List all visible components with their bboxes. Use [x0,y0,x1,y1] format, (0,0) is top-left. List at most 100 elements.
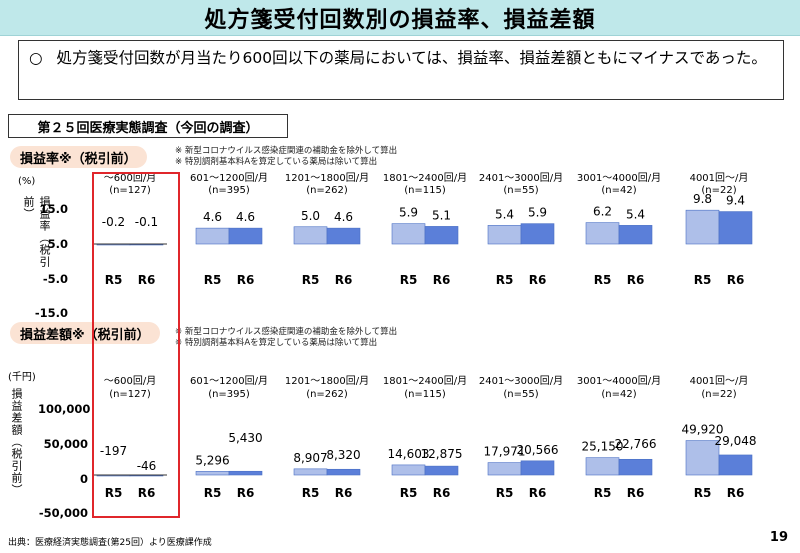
profit-rate-n-label: (n=115) [404,185,446,196]
profit-diff-xtick-label: R6 [433,486,451,500]
profit-diff-data-label: -197 [100,444,127,458]
profit-diff-tick-100000: 100,000 [38,402,91,416]
page-number: 19 [769,530,788,545]
profit-diff-category-label: 601～1200回/月 [190,375,268,387]
profit-rate-bar-r5 [585,222,620,245]
profit-rate-data-label: 4.6 [334,210,353,224]
highlight-frame-600-or-less [92,172,180,518]
profit-diff-data-label: -46 [137,459,157,473]
profit-diff-bar-r6 [520,460,555,476]
profit-diff-category-label: 1201～1800回/月 [285,375,369,387]
profit-diff-n-label: (n=262) [306,389,348,400]
profit-diff-n-label: (n=395) [208,389,250,400]
profit-rate-data-label: 6.2 [593,205,612,219]
profit-diff-data-label: 5,430 [228,431,262,445]
profit-rate-xtick-label: R6 [138,273,156,287]
profit-rate-note-1: ※ 新型コロナウイルス感染症関連の補助金を除外して算出 [175,146,398,156]
profit-rate-axis-title: 損益率（税引前） [22,196,51,268]
profit-rate-xtick-label: R5 [204,273,222,287]
profit-rate-data-label: 9.8 [693,192,712,206]
profit-rate-data-label: 5.4 [495,207,514,221]
profit-rate-data-label: 5.0 [301,209,320,223]
profit-rate-category-label: 2401～3000回/月 [479,172,563,184]
profit-rate-category-label: ～600回/月 [104,172,156,184]
profit-rate-n-label: (n=395) [208,185,250,196]
summary-box: ○ 処方箋受付回数が月当たり600回以下の薬局においては、損益率、損益差額ともにマ… [18,40,784,100]
profit-rate-category-label: 3001～4000回/月 [577,172,661,184]
profit-rate-tick-minus5: -5.0 [42,272,68,286]
profit-diff-xtick-label: R5 [594,486,612,500]
profit-rate-xtick-label: R6 [727,273,745,287]
profit-diff-data-label: 17,971 [484,445,526,459]
profit-diff-bar-r5 [585,457,620,476]
profit-rate-data-label: 5.9 [528,206,547,220]
profit-rate-category-label: 4001回～/月 [690,172,749,184]
profit-diff-category-label: 3001～4000回/月 [577,375,661,387]
profit-rate-tick-minus15: -15.0 [34,306,68,320]
profit-rate-bar-r6 [228,227,263,245]
profit-rate-xtick-label: R5 [105,273,123,287]
profit-diff-xtick-label: R5 [400,486,418,500]
profit-rate-bar-r5 [195,227,230,245]
profit-diff-data-label: 29,048 [715,434,757,448]
page-title: 処方箋受付回数別の損益率、損益差額 [204,7,596,33]
profit-diff-category-label: 4001回～/月 [690,375,749,387]
profit-diff-xtick-label: R5 [105,486,123,500]
profit-rate-bar-r6 [520,223,555,245]
profit-diff-category-label: ～600回/月 [104,375,156,387]
profit-diff-category-label: 1801～2400回/月 [383,375,467,387]
profit-diff-note-2: ※ 特別調剤基本料Aを算定している薬局は除いて算出 [175,338,378,348]
profit-rate-data-label: 5.9 [399,206,418,220]
profit-diff-section-tag: 損益差額※（税引前） [10,322,160,344]
profit-rate-category-label: 601～1200回/月 [190,172,268,184]
profit-diff-bar-r5 [487,462,522,476]
profit-diff-note-1: ※ 新型コロナウイルス感染症関連の補助金を除外して算出 [175,327,398,337]
profit-diff-bar-r6 [618,458,653,476]
profit-diff-bar-r5 [293,468,328,476]
profit-rate-tick-15: 15.0 [39,202,68,216]
profit-rate-data-label: 5.1 [432,208,451,222]
source-footer: 出典：医療経済実態調査(第25回）より医療課作成 [8,538,212,548]
profit-diff-xtick-label: R5 [694,486,712,500]
profit-diff-n-label: (n=55) [503,389,538,400]
profit-rate-xtick-label: R5 [694,273,712,287]
profit-diff-n-label: (n=42) [601,389,636,400]
profit-diff-xtick-label: R5 [204,486,222,500]
profit-rate-xtick-label: R5 [496,273,514,287]
profit-diff-data-label: 49,920 [682,423,724,437]
profit-rate-category-label: 1801～2400回/月 [383,172,467,184]
profit-diff-xtick-label: R6 [237,486,255,500]
profit-rate-n-label: (n=55) [503,185,538,196]
profit-diff-xtick-label: R5 [302,486,320,500]
profit-diff-data-label: 8,907 [293,451,327,465]
profit-diff-bar-r5 [195,471,230,476]
profit-diff-bar-r5 [391,464,426,476]
profit-diff-bar-r6 [718,454,753,476]
profit-diff-tick-minus50000: -50,000 [38,506,88,520]
profit-diff-bar-r6 [424,465,459,476]
profit-rate-xtick-label: R5 [594,273,612,287]
profit-rate-data-label: 4.6 [203,210,222,224]
profit-diff-xtick-label: R6 [727,486,745,500]
profit-rate-data-label: 9.4 [726,194,745,208]
profit-diff-xtick-label: R6 [627,486,645,500]
profit-rate-bar-r5 [685,209,720,245]
profit-diff-n-label: (n=115) [404,389,446,400]
summary-text: 処方箋受付回数が月当たり600回以下の薬局においては、損益率、損益差額ともにマイ… [56,49,767,67]
profit-rate-xtick-label: R6 [529,273,547,287]
profit-diff-xtick-label: R6 [335,486,353,500]
profit-diff-bar-r6 [326,468,361,476]
profit-diff-category-label: 2401～3000回/月 [479,375,563,387]
profit-diff-data-label: 25,150 [582,440,624,454]
profit-diff-data-label: 14,603 [388,447,430,461]
profit-rate-n-label: (n=262) [306,185,348,196]
profit-diff-xtick-label: R5 [496,486,514,500]
profit-diff-tick-0: 0 [79,472,88,486]
profit-rate-xtick-label: R6 [433,273,451,287]
profit-rate-tick-5: 5.0 [47,237,68,251]
profit-rate-n-label: (n=127) [109,185,151,196]
profit-rate-xtick-label: R5 [400,273,418,287]
profit-diff-n-label: (n=127) [109,389,151,400]
profit-rate-bar-r5 [487,225,522,245]
profit-rate-bar-r6 [424,226,459,245]
